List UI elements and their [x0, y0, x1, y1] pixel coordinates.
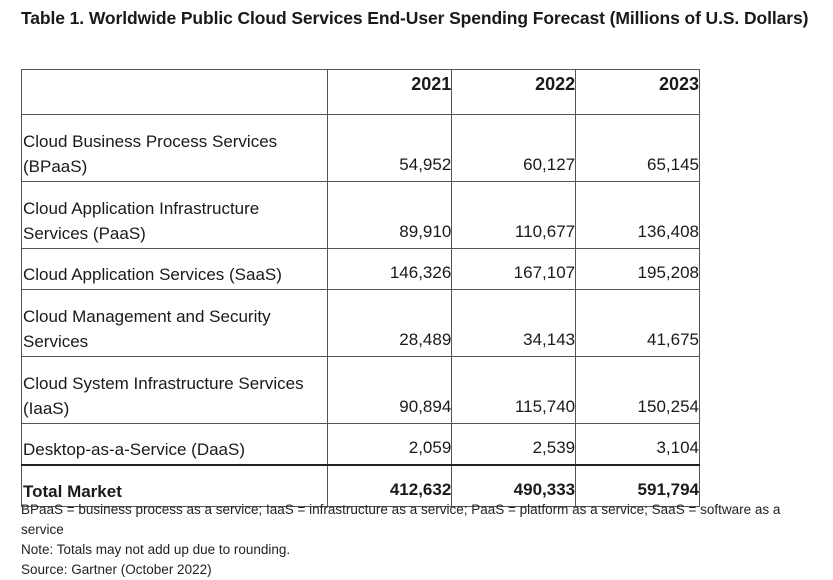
- table-row: Cloud Application Infrastructure Service…: [20, 181, 700, 249]
- cell-value: 195,208: [575, 248, 700, 290]
- cell-value: 110,677: [451, 181, 577, 249]
- header-cell-label: [20, 69, 329, 115]
- header-row: 2021 2022 2023: [20, 69, 700, 115]
- spending-forecast-table: 2021 2022 2023 Cloud Business Process Se…: [20, 69, 700, 507]
- cell-value: 54,952: [327, 114, 453, 182]
- table-row: Cloud Business Process Services (BPaaS) …: [20, 114, 700, 182]
- cell-value: 34,143: [451, 289, 577, 357]
- cell-value: 146,326: [327, 248, 453, 290]
- cell-value: 28,489: [327, 289, 453, 357]
- cell-value: 3,104: [575, 423, 700, 466]
- cell-value: 2,539: [451, 423, 577, 466]
- cell-value: 115,740: [451, 356, 577, 424]
- table-row: Cloud Application Services (SaaS) 146,32…: [20, 248, 700, 290]
- table-row: Cloud System Infrastructure Services (Ia…: [20, 356, 700, 424]
- cell-value: 90,894: [327, 356, 453, 424]
- total-value: 412,632: [327, 464, 453, 507]
- row-label: Cloud Management and Security Services: [20, 289, 329, 357]
- rounding-note: Note: Totals may not add up due to round…: [21, 542, 291, 557]
- cell-value: 167,107: [451, 248, 577, 290]
- cell-value: 89,910: [327, 181, 453, 249]
- table-title: Table 1. Worldwide Public Cloud Services…: [21, 8, 809, 28]
- total-value: 591,794: [575, 464, 700, 507]
- total-row: Total Market 412,632 490,333 591,794: [20, 464, 700, 507]
- cell-value: 136,408: [575, 181, 700, 249]
- header-cell-2021: 2021: [327, 69, 453, 115]
- row-label: Cloud System Infrastructure Services (Ia…: [20, 356, 329, 424]
- total-label: Total Market: [20, 464, 329, 507]
- cell-value: 150,254: [575, 356, 700, 424]
- row-label: Cloud Application Infrastructure Service…: [20, 181, 329, 249]
- cell-value: 60,127: [451, 114, 577, 182]
- table-row: Cloud Management and Security Services 2…: [20, 289, 700, 357]
- abbreviations-note: BPaaS = business process as a service; I…: [21, 502, 781, 537]
- cell-value: 2,059: [327, 423, 453, 466]
- header-cell-2022: 2022: [451, 69, 577, 115]
- row-label: Desktop-as-a-Service (DaaS): [20, 423, 329, 466]
- header-cell-2023: 2023: [575, 69, 700, 115]
- row-label: Cloud Business Process Services (BPaaS): [20, 114, 329, 182]
- table-row: Desktop-as-a-Service (DaaS) 2,059 2,539 …: [20, 423, 700, 466]
- row-label: Cloud Application Services (SaaS): [20, 248, 329, 290]
- table-notes: BPaaS = business process as a service; I…: [21, 500, 826, 580]
- cell-value: 65,145: [575, 114, 700, 182]
- cell-value: 41,675: [575, 289, 700, 357]
- source-note: Source: Gartner (October 2022): [21, 562, 212, 577]
